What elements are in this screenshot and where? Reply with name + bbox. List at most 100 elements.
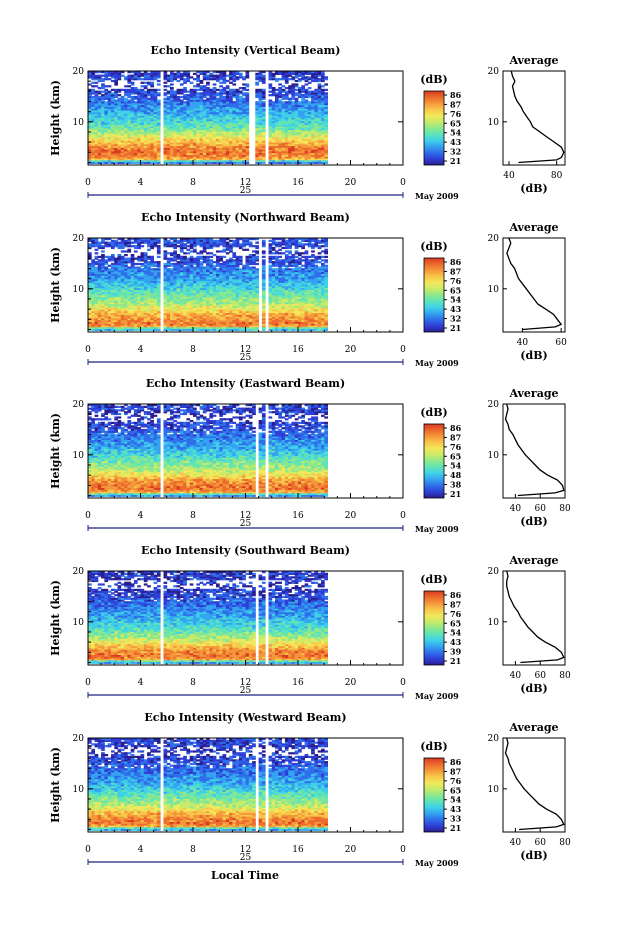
heatmap-cell — [209, 108, 214, 111]
heatmap-cell — [179, 271, 184, 274]
heatmap-cell — [94, 287, 99, 290]
heatmap-cell — [88, 238, 92, 241]
heatmap-cell — [216, 101, 220, 104]
heatmap-cell — [163, 262, 168, 266]
heatmap-cell — [176, 305, 181, 308]
heatmap-cell — [291, 147, 296, 150]
heatmap-cell — [275, 108, 279, 111]
heatmap-cell — [170, 90, 174, 93]
heatmap-cell — [94, 117, 99, 120]
heatmap-cell — [238, 154, 243, 157]
heatmap-cell — [176, 302, 181, 305]
heatmap-cell — [150, 154, 154, 157]
heatmap-cell — [242, 149, 246, 152]
heatmap-cell — [120, 262, 125, 266]
heatmap-cell — [261, 117, 266, 120]
heatmap-cell — [186, 151, 191, 154]
heatmap-cell — [170, 131, 174, 134]
heatmap-cell — [183, 314, 187, 317]
heatmap-cell — [104, 147, 109, 150]
heatmap-cell — [143, 326, 148, 330]
heatmap-cell — [284, 74, 289, 77]
heatmap-cell — [193, 303, 197, 306]
heatmap-cell — [238, 147, 243, 150]
heatmap-cell — [94, 271, 99, 274]
heatmap-cell — [156, 302, 161, 305]
heatmap-cell — [150, 286, 154, 289]
heatmap-cell — [143, 302, 148, 305]
heatmap-cell — [117, 111, 122, 115]
heatmap-cell — [193, 90, 197, 93]
heatmap-cell — [127, 293, 132, 296]
heatmap-cell — [117, 259, 122, 262]
heatmap-cell — [97, 136, 102, 139]
heatmap-cell — [97, 115, 102, 118]
heatmap-cell — [278, 117, 282, 120]
heatmap-cell — [199, 241, 204, 244]
heatmap-cell — [321, 90, 325, 93]
heatmap-cell — [156, 241, 161, 244]
heatmap-cell — [288, 145, 292, 148]
heatmap-cell — [284, 129, 289, 132]
heatmap-cell — [97, 159, 102, 163]
heatmap-cell — [124, 239, 128, 242]
heatmap-cell — [291, 103, 296, 106]
heatmap-cell — [189, 284, 194, 287]
heatmap-cell — [284, 159, 289, 163]
heatmap-cell — [170, 143, 174, 147]
heatmap-cell — [235, 92, 240, 95]
heatmap-cell — [183, 302, 187, 305]
heatmap-cell — [104, 255, 109, 258]
heatmap-cell — [275, 95, 279, 99]
heatmap-cell — [173, 259, 177, 262]
heatmap-cell — [143, 99, 148, 102]
heatmap-cell — [94, 266, 99, 269]
heatmap-cell — [130, 286, 135, 289]
heatmap-cell — [232, 119, 237, 122]
heatmap-cell — [206, 296, 210, 299]
heatmap-cell — [183, 312, 187, 315]
heatmap-cell — [143, 318, 148, 321]
heatmap-cell — [147, 326, 151, 330]
heatmap-cell — [143, 111, 148, 115]
heatmap-cell — [321, 127, 325, 131]
heatmap-cell — [206, 127, 210, 131]
heatmap-cell — [133, 95, 138, 99]
heatmap-cell — [189, 293, 194, 296]
heatmap-cell — [143, 328, 148, 331]
heatmap-cell — [304, 94, 309, 97]
heatmap-cell — [314, 129, 319, 132]
heatmap-cell — [179, 138, 184, 141]
heatmap-cell — [199, 117, 204, 120]
heatmap-cell — [275, 99, 279, 102]
heatmap-cell — [166, 241, 171, 244]
heatmap-cell — [275, 106, 279, 109]
heatmap-cell — [199, 312, 204, 315]
heatmap-cell — [183, 142, 187, 145]
heatmap-cell — [222, 158, 227, 161]
heatmap-cell — [130, 328, 135, 331]
heatmap-cell — [147, 103, 151, 106]
heatmap-cell — [163, 104, 168, 107]
heatmap-cell — [307, 113, 312, 116]
heatmap-cell — [193, 270, 197, 273]
heatmap-cell — [147, 120, 151, 123]
heatmap-cell — [133, 151, 138, 154]
heatmap-cell — [232, 117, 237, 120]
heatmap-cell — [196, 158, 200, 161]
heatmap-cell — [104, 309, 109, 312]
heatmap-cell — [209, 158, 214, 161]
heatmap-cell — [166, 158, 171, 161]
heatmap-cell — [255, 83, 259, 86]
heatmap-cell — [107, 241, 112, 244]
heatmap-cell — [117, 286, 122, 289]
heatmap-cell — [314, 131, 319, 134]
heatmap-cell — [258, 159, 263, 163]
heatmap-cell — [206, 74, 210, 77]
heatmap-cell — [170, 92, 174, 95]
heatmap-cell — [199, 300, 204, 303]
heatmap-cell — [298, 145, 302, 148]
heatmap-cell — [104, 152, 109, 155]
heatmap-cell — [193, 248, 197, 251]
heatmap-cell — [156, 113, 161, 116]
